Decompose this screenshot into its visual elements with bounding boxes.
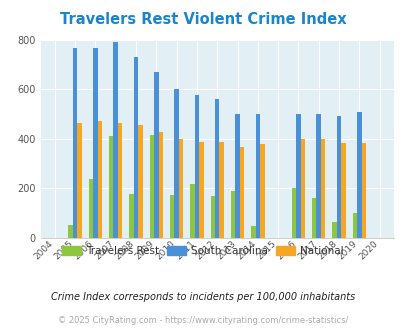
- Bar: [219, 142, 224, 238]
- Bar: [320, 139, 325, 238]
- Bar: [341, 143, 345, 238]
- Bar: [149, 135, 154, 238]
- Bar: [93, 48, 97, 238]
- Bar: [178, 139, 183, 238]
- Bar: [332, 222, 336, 238]
- Legend: Travelers Rest, South Carolina, National: Travelers Rest, South Carolina, National: [58, 242, 347, 260]
- Bar: [68, 225, 73, 238]
- Bar: [190, 183, 194, 238]
- Bar: [260, 144, 264, 238]
- Bar: [296, 114, 300, 238]
- Bar: [98, 120, 102, 238]
- Bar: [174, 89, 178, 238]
- Bar: [352, 214, 356, 238]
- Bar: [73, 48, 77, 238]
- Bar: [113, 42, 118, 238]
- Bar: [134, 57, 138, 238]
- Bar: [336, 116, 341, 238]
- Bar: [88, 180, 93, 238]
- Bar: [250, 226, 255, 238]
- Bar: [210, 195, 215, 238]
- Bar: [311, 199, 316, 238]
- Bar: [291, 188, 296, 238]
- Bar: [170, 195, 174, 238]
- Bar: [215, 99, 219, 238]
- Text: © 2025 CityRating.com - https://www.cityrating.com/crime-statistics/: © 2025 CityRating.com - https://www.city…: [58, 316, 347, 325]
- Bar: [109, 136, 113, 238]
- Bar: [199, 142, 203, 238]
- Bar: [356, 112, 361, 238]
- Bar: [316, 114, 320, 238]
- Text: Travelers Rest Violent Crime Index: Travelers Rest Violent Crime Index: [60, 12, 345, 26]
- Bar: [239, 147, 244, 238]
- Bar: [77, 122, 81, 238]
- Bar: [300, 139, 305, 238]
- Bar: [158, 132, 162, 238]
- Bar: [118, 122, 122, 238]
- Bar: [230, 191, 235, 238]
- Bar: [154, 72, 158, 238]
- Bar: [138, 125, 142, 238]
- Bar: [235, 115, 239, 238]
- Bar: [255, 114, 260, 238]
- Bar: [129, 193, 134, 238]
- Bar: [361, 143, 365, 238]
- Text: Crime Index corresponds to incidents per 100,000 inhabitants: Crime Index corresponds to incidents per…: [51, 292, 354, 302]
- Bar: [194, 95, 199, 238]
